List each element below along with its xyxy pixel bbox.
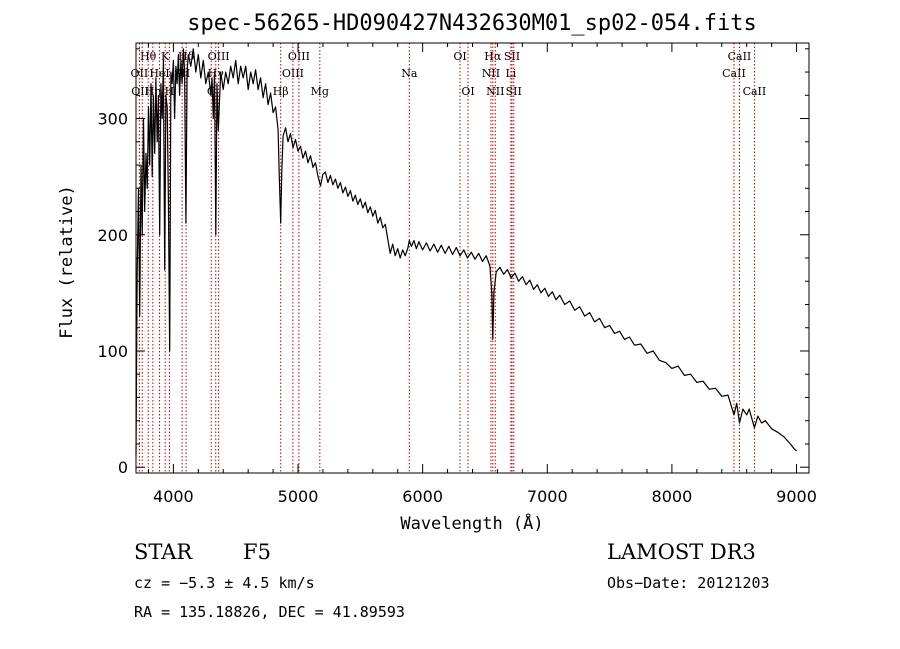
x-tick-label-8000: 8000 <box>652 487 693 506</box>
marker-label-12: Hβ <box>273 85 289 98</box>
y-tick-label-100: 100 <box>97 342 128 361</box>
plot-frame <box>135 42 810 474</box>
marker-label-24: SII <box>506 85 522 98</box>
y-axis-label: Flux (relative) <box>57 185 77 339</box>
y-axis: 0 100 200 300 <box>97 48 809 477</box>
sky-coordinates: RA = 135.18826, DEC = 41.89593 <box>134 603 405 621</box>
marker-label-10: OIII <box>208 50 230 63</box>
marker-label-15: Mg <box>311 85 329 98</box>
marker-label-18: OI <box>461 85 474 98</box>
marker-label-16: Na <box>401 67 418 80</box>
chart-title: spec-56265-HD090427N432630M01_sp02-054.f… <box>187 11 757 36</box>
x-tick-label-4000: 4000 <box>153 487 194 506</box>
marker-label-3: Hη <box>145 85 161 98</box>
marker-label-20: Hα <box>484 50 502 63</box>
marker-label-14: OIII <box>288 50 310 63</box>
x-axis-label: Wavelength (Å) <box>400 512 543 534</box>
marker-label-27: CaII <box>743 85 767 98</box>
object-class: STAR <box>134 540 193 564</box>
marker-label-13: OIII <box>282 67 304 80</box>
series-line-flux <box>135 48 797 456</box>
flux-series <box>135 48 797 456</box>
redshift-velocity: cz = −5.3 ± 4.5 km/s <box>134 574 315 592</box>
marker-label-0: Hθ <box>140 50 157 63</box>
marker-label-25: CaII <box>722 67 746 80</box>
marker-label-4: HeI <box>149 67 169 80</box>
x-tick-label-5000: 5000 <box>278 487 319 506</box>
marker-label-19: NII <box>482 67 500 80</box>
y-tick-label-200: 200 <box>97 226 128 245</box>
survey-name: LAMOST DR3 <box>607 540 756 564</box>
marker-label-1: OII <box>131 67 149 80</box>
spectral-subclass: F5 <box>243 540 271 564</box>
marker-label-8: Hδ <box>178 50 195 63</box>
marker-label-22: Li <box>505 67 516 80</box>
observation-date: Obs−Date: 20121203 <box>607 574 770 592</box>
marker-label-5: K <box>161 50 170 63</box>
x-tick-label-9000: 9000 <box>776 487 817 506</box>
marker-label-23: SII <box>504 50 520 63</box>
x-tick-label-6000: 6000 <box>402 487 443 506</box>
marker-label-6: H <box>165 85 175 98</box>
marker-label-21: NII <box>486 85 504 98</box>
y-tick-label-300: 300 <box>97 110 128 129</box>
marker-label-17: OI <box>453 50 466 63</box>
marker-label-26: CaII <box>728 50 752 63</box>
y-tick-label-0: 0 <box>118 458 128 477</box>
marker-label-2: OIII <box>131 85 153 98</box>
x-tick-label-7000: 7000 <box>527 487 568 506</box>
x-axis: 4000 5000 6000 7000 8000 9000 <box>147 43 817 506</box>
